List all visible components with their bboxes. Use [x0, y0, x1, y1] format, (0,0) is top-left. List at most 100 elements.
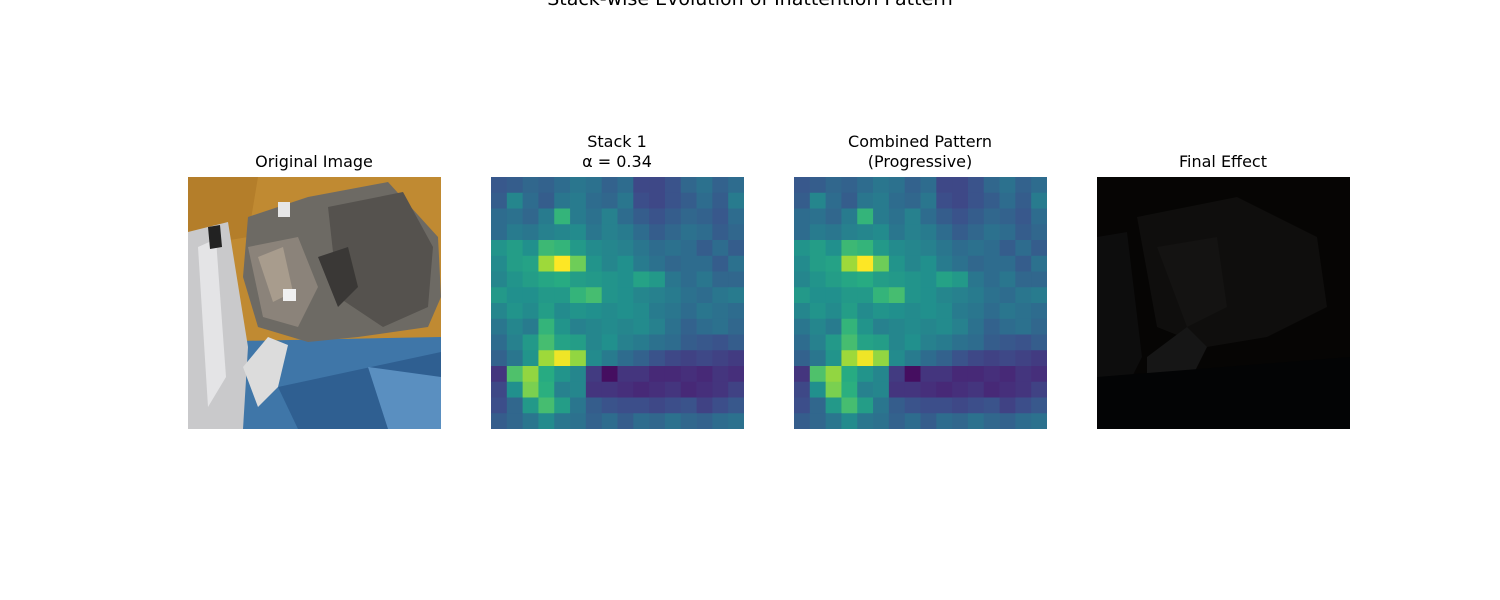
combined-heatmap-cell-r11-c5 [873, 350, 890, 367]
stack1-heatmap-cell-r5-c1 [506, 255, 524, 272]
stack1-heatmap-cell-r12-c14 [712, 366, 729, 383]
combined-heatmap-cell-r8-c15 [1031, 303, 1047, 320]
stack1-heatmap-cell-r9-c1 [506, 318, 524, 335]
stack1-heatmap-cell-r7-c8 [617, 287, 634, 304]
combined-heatmap-cell-r4-c12 [983, 240, 1000, 257]
combined-heatmap-cell-r11-c15 [1031, 350, 1047, 367]
stack1-heatmap-cell-r13-c12 [680, 381, 697, 398]
stack1-heatmap-cell-r13-c11 [664, 381, 682, 398]
stack1-heatmap-cell-r12-c7 [601, 366, 618, 383]
combined-heatmap-cell-r8-c4 [857, 303, 874, 320]
stack1-heatmap-cell-r7-c1 [506, 287, 524, 304]
stack1-heatmap-cell-r1-c11 [664, 192, 682, 209]
combined-heatmap-cell-r1-c13 [999, 192, 1016, 209]
combined-heatmap-cell-r10-c12 [983, 334, 1000, 351]
combined-heatmap-cell-r11-c11 [967, 350, 985, 367]
combined-heatmap-cell-r12-c15 [1031, 366, 1047, 383]
combined-heatmap-cell-r1-c14 [1015, 192, 1032, 209]
combined-heatmap-cell-r13-c13 [999, 381, 1016, 398]
stack1-heatmap-cell-r3-c1 [506, 224, 524, 241]
combined-heatmap-cell-r13-c15 [1031, 381, 1047, 398]
combined-heatmap-cell-r13-c0 [794, 381, 811, 398]
combined-heatmap-cell-r15-c14 [1015, 413, 1032, 429]
stack1-heatmap-cell-r11-c10 [649, 350, 666, 367]
combined-heatmap-cell-r7-c13 [999, 287, 1016, 304]
stack1-heatmap-cell-r6-c7 [601, 271, 618, 288]
combined-heatmap-cell-r4-c13 [999, 240, 1016, 257]
combined-heatmap-cell-r4-c1 [809, 240, 827, 257]
stack1-heatmap-cell-r11-c4 [554, 350, 571, 367]
stack1-heatmap-cell-r11-c1 [506, 350, 524, 367]
combined-heatmap-cell-r13-c10 [952, 381, 969, 398]
combined-heatmap-cell-r3-c12 [983, 224, 1000, 241]
stack1-heatmap-cell-r5-c10 [649, 255, 666, 272]
combined-heatmap-cell-r12-c13 [999, 366, 1016, 383]
combined-heatmap-cell-r6-c8 [920, 271, 937, 288]
combined-heatmap-cell-r10-c9 [936, 334, 953, 351]
combined-heatmap-cell-r15-c1 [809, 413, 827, 429]
combined-heatmap-cell-r6-c2 [825, 271, 842, 288]
stack1-heatmap-cell-r3-c13 [696, 224, 713, 241]
combined-heatmap-cell-r15-c15 [1031, 413, 1047, 429]
stack1-heatmap-cell-r15-c2 [522, 413, 539, 429]
stack1-heatmap-cell-r15-c3 [538, 413, 555, 429]
combined-heatmap-cell-r5-c9 [936, 255, 953, 272]
combined-heatmap-cell-r14-c2 [825, 397, 842, 414]
combined-heatmap-cell-r0-c4 [857, 177, 874, 194]
combined-heatmap-cell-r0-c13 [999, 177, 1016, 194]
combined-heatmap-cell-r14-c3 [841, 397, 858, 414]
stack1-heatmap-cell-r9-c10 [649, 318, 666, 335]
stack1-heatmap-cell-r8-c3 [538, 303, 555, 320]
stack1-heatmap-cell-r10-c12 [680, 334, 697, 351]
stack1-heatmap-cell-r0-c2 [522, 177, 539, 194]
combined-heatmap-cell-r11-c4 [857, 350, 874, 367]
combined-heatmap-cell-r10-c5 [873, 334, 890, 351]
stack1-heatmap-cell-r9-c4 [554, 318, 571, 335]
combined-heatmap-cell-r1-c3 [841, 192, 858, 209]
stack1-heatmap-cell-r6-c9 [633, 271, 650, 288]
combined-heatmap-cell-r7-c10 [952, 287, 969, 304]
stack1-heatmap-cell-r9-c8 [617, 318, 634, 335]
combined-heatmap-cell-r13-c7 [904, 381, 921, 398]
stack1-heatmap-cell-r12-c5 [570, 366, 587, 383]
stack1-heatmap-cell-r10-c3 [538, 334, 555, 351]
combined-heatmap-cell-r9-c2 [825, 318, 842, 335]
combined-heatmap-cell-r6-c0 [794, 271, 811, 288]
combined-heatmap-cell-r14-c8 [920, 397, 937, 414]
combined-heatmap-cell-r10-c7 [904, 334, 921, 351]
combined-heatmap-cell-r9-c8 [920, 318, 937, 335]
stack1-heatmap-cell-r7-c11 [664, 287, 682, 304]
stack1-heatmap-cell-r5-c2 [522, 255, 539, 272]
combined-heatmap-cell-r6-c4 [857, 271, 874, 288]
stack1-heatmap-cell-r12-c3 [538, 366, 555, 383]
combined-heatmap-cell-r9-c9 [936, 318, 953, 335]
stack1-heatmap-cell-r11-c5 [570, 350, 587, 367]
stack1-heatmap-cell-r5-c12 [680, 255, 697, 272]
combined-heatmap-cell-r0-c11 [967, 177, 985, 194]
combined-heatmap-cell-r1-c0 [794, 192, 811, 209]
stack1-heatmap-cell-r7-c10 [649, 287, 666, 304]
stack1-heatmap-cell-r4-c6 [585, 240, 603, 257]
combined-heatmap-cell-r2-c2 [825, 208, 842, 225]
stack1-heatmap-cell-r1-c0 [491, 192, 508, 209]
combined-heatmap-cell-r2-c8 [920, 208, 937, 225]
stack1-heatmap-cell-r1-c8 [617, 192, 634, 209]
combined-heatmap-cell-r8-c13 [999, 303, 1016, 320]
combined-heatmap-cell-r11-c10 [952, 350, 969, 367]
stack1-heatmap-cell-r2-c5 [570, 208, 587, 225]
stack1-heatmap-cell-r3-c9 [633, 224, 650, 241]
combined-heatmap-cell-r0-c8 [920, 177, 937, 194]
combined-heatmap-cell-r12-c0 [794, 366, 811, 383]
stack1-heatmap-cell-r13-c13 [696, 381, 713, 398]
combined-heatmap-cell-r14-c5 [873, 397, 890, 414]
panel-title-stack1-line2: α = 0.34 [582, 152, 652, 171]
combined-heatmap-cell-r4-c11 [967, 240, 985, 257]
combined-heatmap-cell-r3-c15 [1031, 224, 1047, 241]
stack1-heatmap-cell-r3-c0 [491, 224, 508, 241]
combined-heatmap-cell-r3-c11 [967, 224, 985, 241]
combined-heatmap-cell-r6-c1 [809, 271, 827, 288]
combined-heatmap-cell-r6-c6 [888, 271, 906, 288]
combined-heatmap-cell-r4-c4 [857, 240, 874, 257]
stack1-heatmap-cell-r14-c9 [633, 397, 650, 414]
combined-heatmap-cell-r4-c15 [1031, 240, 1047, 257]
